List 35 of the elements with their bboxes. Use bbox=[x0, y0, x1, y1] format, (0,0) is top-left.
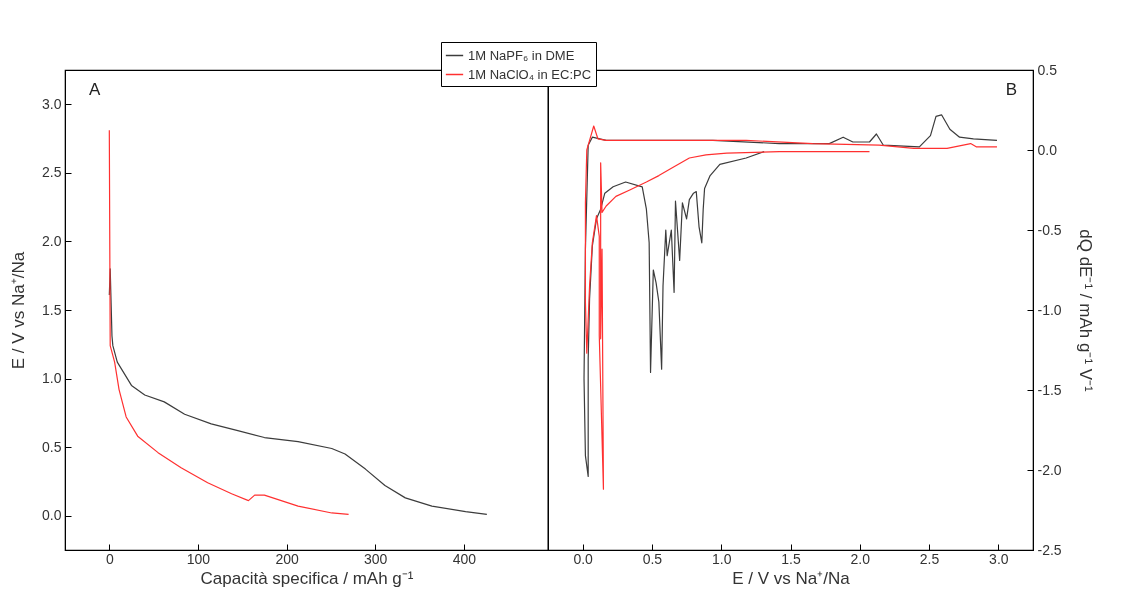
line-series bbox=[108, 129, 350, 515]
x-tick-label: 2.5 bbox=[919, 550, 940, 567]
y2-tick-label: 0.5 bbox=[1037, 61, 1058, 78]
x-tick-label: 2.0 bbox=[850, 550, 871, 567]
x-axis-title: Capacità specifica / mAh g⁻¹ bbox=[200, 568, 414, 588]
x-tick-label: 3.0 bbox=[989, 550, 1009, 567]
x-tick-label: 300 bbox=[364, 550, 388, 567]
y2-tick-label: -1.5 bbox=[1037, 381, 1062, 398]
x-tick-label: 0.5 bbox=[642, 550, 663, 567]
y2-tick-label: -2.0 bbox=[1037, 461, 1062, 478]
y-tick-label: 0.0 bbox=[42, 507, 62, 524]
x-tick-label: 1.5 bbox=[781, 550, 801, 567]
annotation: A bbox=[89, 80, 101, 99]
x-tick-label: 200 bbox=[275, 550, 299, 567]
y-tick-label: 1.0 bbox=[42, 370, 62, 387]
y-tick-label: 0.5 bbox=[42, 438, 62, 455]
y2-tick-label: -1.0 bbox=[1037, 301, 1062, 318]
y2-tick-label: -2.5 bbox=[1037, 541, 1062, 558]
legend-label: 1M NaClO₄ in EC:PC bbox=[468, 66, 592, 82]
y-tick-label: 2.5 bbox=[42, 164, 62, 181]
y2-tick-label: 0.0 bbox=[1037, 141, 1058, 158]
legend-label: 1M NaPF₆ in DME bbox=[468, 47, 575, 63]
y-tick-label: 3.0 bbox=[42, 95, 62, 112]
x-tick-label: 400 bbox=[452, 550, 477, 567]
annotation: B bbox=[1005, 80, 1017, 99]
x-tick-label: 0.0 bbox=[573, 550, 594, 567]
x-tick-label: 100 bbox=[186, 550, 211, 567]
y2-tick-label: -0.5 bbox=[1037, 221, 1062, 238]
y2-axis-title: dQ dE⁻¹ / mAh g⁻¹ V⁻¹ bbox=[1075, 229, 1095, 393]
y-tick-label: 1.5 bbox=[42, 301, 62, 318]
y-axis-title: E / V vs Na⁺/Na bbox=[9, 251, 29, 370]
x-tick-label: 1.0 bbox=[711, 550, 732, 567]
x-axis-title: E / V vs Na⁺/Na bbox=[732, 568, 851, 588]
x-tick-label: 0 bbox=[105, 550, 114, 567]
y-tick-label: 2.0 bbox=[42, 232, 62, 249]
